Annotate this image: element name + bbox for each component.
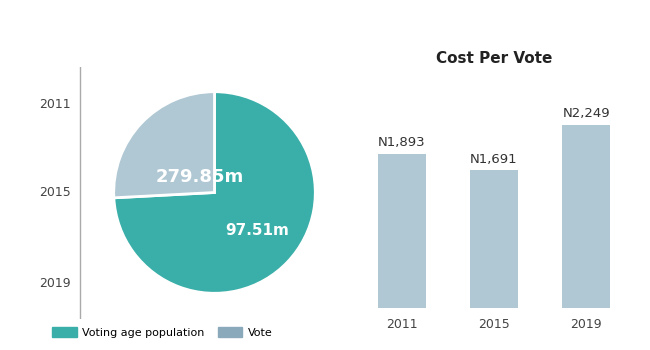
Legend: Voting age population, Vote: Voting age population, Vote — [48, 323, 277, 342]
Text: 279.85m: 279.85m — [155, 168, 244, 187]
Text: N1,691: N1,691 — [470, 153, 518, 166]
Text: Counting the cost of election: Counting the cost of election — [154, 15, 496, 39]
Text: 2015: 2015 — [39, 186, 71, 199]
Text: Cost Per Vote: Cost Per Vote — [436, 51, 552, 66]
Bar — [378, 154, 426, 308]
Bar — [562, 125, 610, 308]
Text: N2,249: N2,249 — [562, 107, 610, 120]
Text: 2011: 2011 — [40, 98, 71, 111]
Text: 97.51m: 97.51m — [225, 223, 289, 238]
Wedge shape — [114, 92, 214, 198]
Text: 2019: 2019 — [40, 277, 71, 290]
Text: N1,893: N1,893 — [378, 136, 426, 149]
Bar — [470, 170, 518, 308]
Wedge shape — [114, 92, 315, 293]
